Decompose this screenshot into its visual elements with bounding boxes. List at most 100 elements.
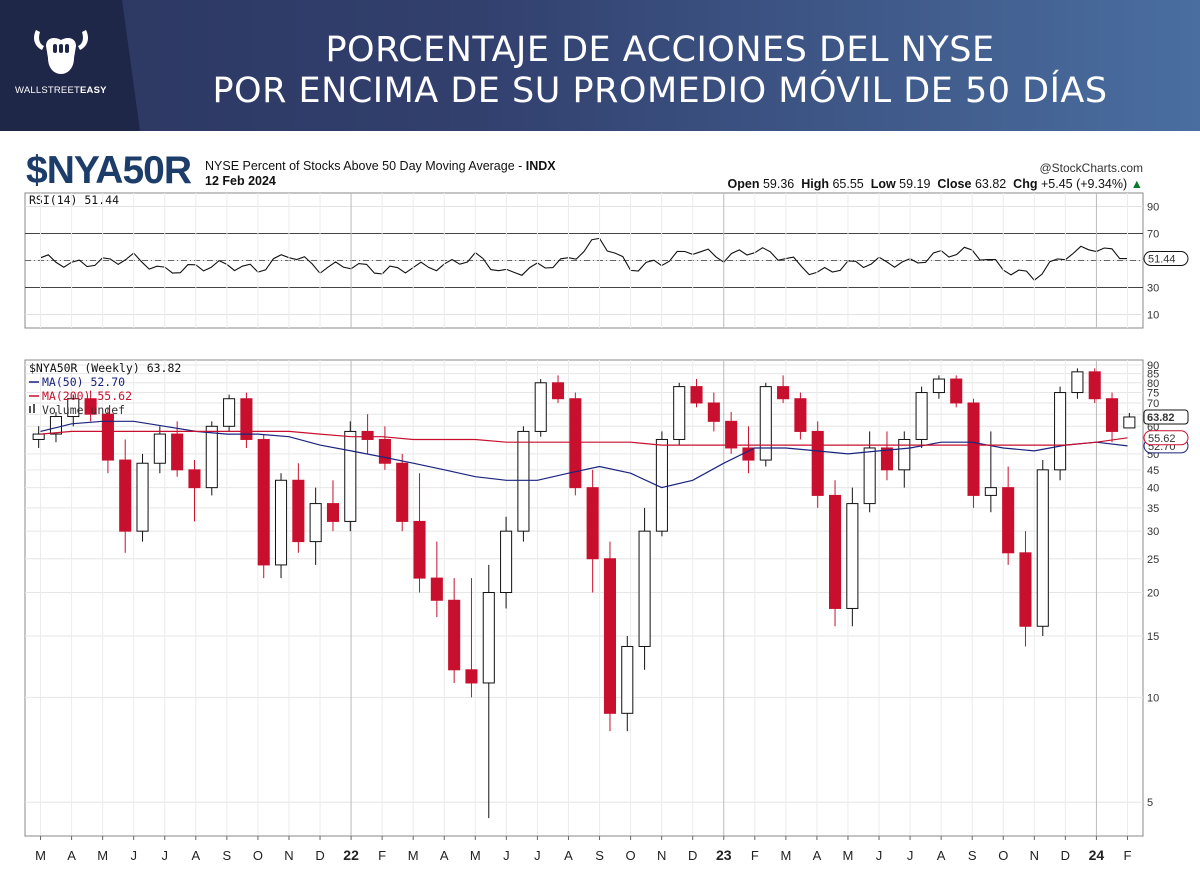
candle-body [828,494,842,609]
x-tick-label: J [130,848,137,863]
candle-body [378,438,391,464]
candle-body [171,433,184,471]
x-axis: M A M J J A S O N D 22 F M A M J J A S O N D 23 F M A M J J A S O N D 24 F [25,835,1143,863]
candle-body [846,503,859,609]
candle-body [673,386,686,440]
stockcharts-watermark: @StockCharts.com [1039,161,1143,175]
legend-volume-icon [29,406,31,413]
candle-body [1105,398,1119,432]
candle-body [326,503,340,522]
rsi-tick-label: 10 [1147,310,1159,322]
candle-body [1054,392,1067,471]
candle-body [1123,416,1136,429]
x-tick-label: O [626,848,636,863]
candle-body [777,386,790,400]
x-tick-label: A [191,848,200,863]
x-tick-label: S [968,848,977,863]
chart-date: 12 Feb 2024 [205,174,276,188]
candle-body [1002,487,1015,554]
rsi-tick-label: 30 [1147,283,1159,295]
candle-body [344,430,357,522]
price-tick-label: 70 [1147,398,1159,410]
candle-body [205,425,218,489]
price-panel: 51015202530354045506065707580859052.7055… [24,359,1189,837]
candle-body [811,430,824,496]
price-tick-label: 5 [1147,797,1153,809]
x-tick-label: N [284,848,293,863]
candle-body [430,577,443,601]
candle-body [240,398,253,440]
x-tick-label: M [843,848,854,863]
banner-title-line2: POR ENCIMA DE SU PROMEDIO MÓVIL DE 50 DÍ… [212,71,1108,111]
candle-body [188,469,201,489]
candle-body [101,413,114,461]
legend-volume-icon [33,404,35,413]
candle-body [915,392,928,440]
candle-body [32,433,45,440]
price-last-badge [1143,409,1189,425]
candle-body [898,438,911,471]
x-tick-label: F [1123,848,1131,863]
price-tick-label: 25 [1147,554,1159,566]
banner-title: PORCENTAJE DE ACCIONES DEL NYSE POR ENCI… [150,30,1170,112]
legend-ma50: MA(50) 52.70 [42,375,125,389]
chart-description: NYSE Percent of Stocks Above 50 Day Movi… [205,159,556,173]
candle-body [500,530,513,594]
candle-body [292,479,305,543]
rsi-last-value-badge [1143,251,1189,267]
price-tick-label: 85 [1147,369,1159,381]
brand-logo-text: WALLSTREETEASY [15,85,107,96]
x-tick-label: J [503,848,510,863]
exchange-label: INDX [525,159,556,173]
x-tick-label: O [998,848,1008,863]
ma50-line [40,420,1128,489]
candle-body [725,420,738,449]
x-tick-label: A [440,848,449,863]
ma200-line [40,430,1128,446]
candle-body [863,447,876,505]
banner-title-line1: PORCENTAJE DE ACCIONES DEL NYSE [325,30,995,70]
x-tick-label: 23 [716,847,732,863]
candle-body [136,462,149,532]
candle-body [984,487,997,496]
chart-symbol: $NYA50R [26,149,192,192]
candle-body [413,520,426,579]
x-tick-label: M [408,848,419,863]
candle-body [551,382,565,400]
x-tick-label: F [378,848,386,863]
x-tick-label: S [223,848,232,863]
open-label: Open [727,177,760,191]
candle-body [396,462,409,522]
candle-body [448,599,461,671]
price-tick-label: 90 [1147,360,1159,372]
x-tick-label: M [780,848,791,863]
x-tick-label: M [35,848,46,863]
banner: WALLSTREETEASY PORCENTAJE DE ACCIONES DE… [0,0,1200,131]
candle-body [274,479,288,566]
x-tick-label: S [595,848,604,863]
candle-body [119,459,132,532]
chg-label: Chg [1013,177,1038,191]
rsi-title: RSI(14) 51.44 [29,193,119,207]
candle-body [880,447,894,471]
x-tick-label: F [751,848,759,863]
x-tick-label: 24 [1089,847,1105,863]
price-tick-label: 20 [1147,588,1159,600]
candle-body [465,669,478,684]
price-last-label: 63.82 [1147,412,1175,424]
legend-volume: Volume undef [42,403,125,417]
candle-body [257,438,270,566]
open-value: 59.36 [762,177,795,191]
rsi-line [40,237,1128,281]
price-legend-title: $NYA50R (Weekly) 63.82 [29,361,181,375]
bull-fist-logo-icon [34,30,88,74]
candle-body [1088,371,1101,400]
x-tick-label: A [564,848,573,863]
candle-body [950,378,963,404]
x-tick-label: D [688,848,697,863]
logo-panel: WALLSTREETEASY [0,0,140,131]
chg-value: +5.45 (+9.34%) [1040,177,1128,191]
rsi-tick-label: 70 [1147,229,1159,241]
candle-body [49,416,63,435]
